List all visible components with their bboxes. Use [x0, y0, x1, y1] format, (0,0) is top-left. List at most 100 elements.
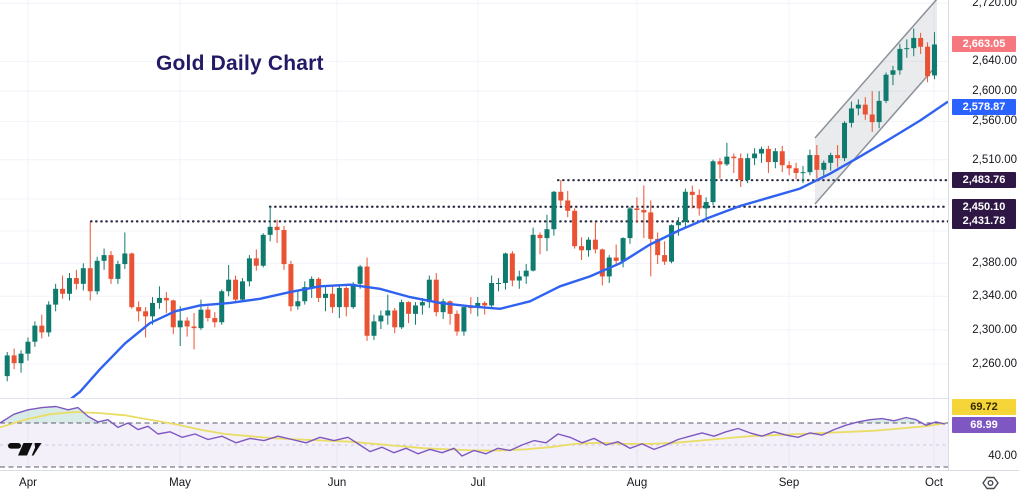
candle[interactable] [931, 32, 937, 80]
candle[interactable] [634, 197, 640, 223]
candle[interactable] [80, 263, 86, 291]
candle[interactable] [655, 232, 661, 265]
candle[interactable] [60, 275, 66, 299]
candle[interactable] [329, 286, 335, 313]
candle[interactable] [821, 160, 827, 178]
candle[interactable] [399, 299, 405, 329]
candle[interactable] [18, 350, 24, 373]
candle[interactable] [295, 290, 301, 310]
candle[interactable] [101, 248, 107, 270]
candle[interactable] [669, 224, 675, 264]
candle[interactable] [544, 214, 550, 252]
candle[interactable] [87, 221, 93, 301]
candle[interactable] [793, 162, 799, 180]
candle[interactable] [371, 314, 377, 341]
candle[interactable] [336, 284, 342, 319]
candle[interactable] [758, 146, 764, 163]
candle[interactable] [392, 307, 398, 334]
candle[interactable] [177, 306, 183, 346]
candle[interactable] [523, 264, 529, 284]
candle[interactable] [323, 286, 329, 312]
candle[interactable] [32, 321, 38, 347]
candle[interactable] [122, 232, 128, 270]
candle[interactable] [454, 310, 460, 336]
candle[interactable] [592, 221, 598, 254]
candle[interactable] [496, 278, 502, 292]
moving-average-line[interactable] [62, 100, 948, 406]
candle[interactable] [412, 302, 418, 325]
candle[interactable] [855, 99, 861, 116]
candle[interactable] [807, 149, 813, 176]
candle[interactable] [717, 158, 723, 179]
candle[interactable] [39, 314, 45, 339]
candle[interactable] [779, 145, 785, 173]
candle[interactable] [239, 278, 245, 303]
candle[interactable] [150, 297, 156, 325]
candlestick-series[interactable] [4, 28, 937, 382]
candle[interactable] [585, 237, 591, 257]
candle[interactable] [627, 206, 633, 244]
candle[interactable] [343, 286, 349, 317]
time-axis[interactable]: Apr May Jun Jul Aug Sep Oct [0, 470, 1019, 496]
candle[interactable] [904, 39, 910, 58]
candle[interactable] [73, 269, 79, 290]
candle[interactable] [25, 337, 31, 361]
candle[interactable] [4, 351, 10, 382]
candle[interactable] [419, 297, 425, 315]
candle[interactable] [115, 260, 121, 284]
candle[interactable] [108, 251, 114, 284]
candle[interactable] [814, 145, 820, 179]
candle[interactable] [551, 191, 557, 236]
candle[interactable] [530, 227, 536, 272]
candle[interactable] [613, 244, 619, 265]
main-pane[interactable] [4, 0, 948, 406]
candle[interactable] [579, 237, 585, 261]
candle[interactable] [46, 301, 52, 337]
candle[interactable] [703, 197, 709, 222]
candle[interactable] [558, 179, 564, 206]
price-axis[interactable]: 2,720.00 2,640.00 2,600.00 2,560.00 2,510.00… [948, 0, 1019, 470]
candle[interactable] [897, 43, 903, 75]
candle[interactable] [205, 306, 211, 322]
candle[interactable] [731, 153, 737, 173]
candle[interactable] [662, 241, 668, 265]
candle[interactable] [143, 307, 149, 338]
candle[interactable] [724, 142, 730, 166]
channel-bottom-line[interactable] [814, 64, 938, 205]
rsi-pane[interactable] [0, 405, 948, 468]
candle[interactable] [752, 148, 758, 166]
candle[interactable] [842, 121, 848, 162]
candle[interactable] [911, 28, 917, 57]
candle[interactable] [357, 264, 363, 289]
candle[interactable] [191, 312, 197, 350]
candle[interactable] [316, 277, 322, 303]
candle[interactable] [710, 159, 716, 206]
candle[interactable] [599, 248, 605, 286]
candle[interactable] [53, 283, 59, 312]
candle[interactable] [281, 225, 287, 270]
parallel-channel-drawing[interactable] [814, 0, 938, 205]
candle[interactable] [828, 152, 834, 171]
candle[interactable] [219, 289, 225, 325]
candle[interactable] [163, 292, 169, 313]
candle[interactable] [433, 273, 439, 317]
candle[interactable] [274, 219, 280, 243]
candle[interactable] [489, 275, 495, 308]
candle[interactable] [267, 206, 273, 242]
candle[interactable] [738, 153, 744, 188]
candle[interactable] [516, 270, 522, 289]
candle[interactable] [440, 298, 446, 319]
candle[interactable] [226, 264, 232, 297]
candle[interactable] [260, 233, 266, 268]
candle[interactable] [246, 255, 252, 287]
candle[interactable] [350, 282, 356, 309]
candle[interactable] [848, 101, 854, 128]
candle[interactable] [925, 42, 931, 83]
candle[interactable] [772, 148, 778, 169]
candle[interactable] [675, 217, 681, 236]
candle[interactable] [66, 273, 72, 301]
channel-top-line[interactable] [814, 0, 938, 139]
candle[interactable] [136, 301, 142, 322]
candle[interactable] [537, 232, 543, 255]
